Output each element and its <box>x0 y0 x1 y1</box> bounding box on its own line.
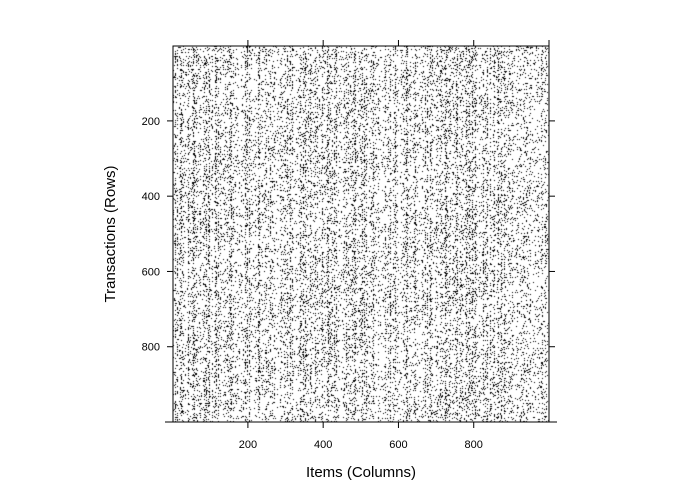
x-axis-top <box>247 40 550 46</box>
x-axis-bottom: 200 400 600 800 <box>165 421 557 451</box>
x-tick-label: 200 <box>239 439 257 451</box>
x-tick-label: 800 <box>465 439 483 451</box>
y-axis-left: 200 400 600 800 <box>142 46 174 422</box>
y-tick-label: 800 <box>142 342 160 354</box>
y-tick-label: 200 <box>142 116 160 128</box>
x-axis-label: Items (Columns) <box>306 464 416 481</box>
x-tick-label: 400 <box>314 439 332 451</box>
y-tick-label: 600 <box>142 266 160 278</box>
transaction-item-matrix <box>173 46 549 422</box>
x-tick-label: 600 <box>389 439 407 451</box>
y-axis-label: Transactions (Rows) <box>102 166 119 303</box>
y-tick-label: 400 <box>142 191 160 203</box>
plot-area <box>172 45 550 423</box>
y-axis-right <box>549 120 555 348</box>
